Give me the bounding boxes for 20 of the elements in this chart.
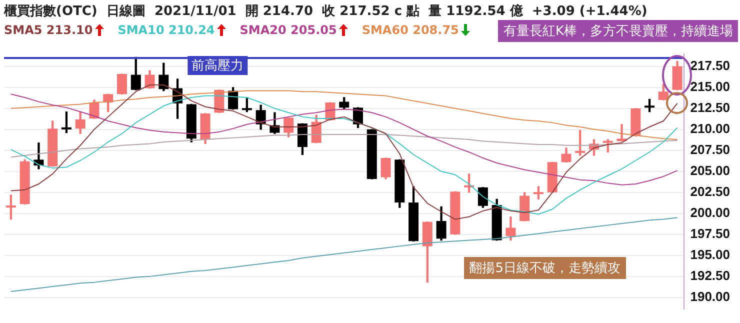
y-tick-label: 190.00 <box>690 289 730 304</box>
y-tick-label: 202.50 <box>690 184 730 199</box>
chart-title: 櫃買指數(OTC) 日線圖 2021/11/01 開 214.70 收 217.52 c 點 量 1192.54 億 +3.09 (+1.44%) <box>4 2 648 20</box>
y-tick-label: 197.50 <box>690 226 730 242</box>
ref-line-label: 前高壓力 <box>192 57 244 74</box>
y-tick-label: 212.50 <box>690 100 730 115</box>
text: SMA20 205.05 <box>240 23 337 37</box>
text: SMA5 213.10 <box>4 23 93 37</box>
y-tick-label: 205.00 <box>690 162 730 178</box>
y-tick-label: 207.50 <box>690 142 730 157</box>
y-tick-label: 195.00 <box>690 247 730 262</box>
y-tick-label: 215.00 <box>690 78 730 94</box>
y-tick-label: 210.00 <box>690 120 730 136</box>
y-tick-label: 192.50 <box>690 268 730 284</box>
y-tick-label: 217.50 <box>690 58 730 73</box>
annotation: 翻揚5日線不破，走勢續攻 <box>464 257 626 280</box>
text: 有量長紅K棒，多方不畏賣壓，持續進場 <box>498 20 738 42</box>
y-tick-label: 200.00 <box>690 205 730 220</box>
text: SMA60 208.75 <box>362 23 459 37</box>
text: SMA10 210.24 <box>118 23 215 37</box>
